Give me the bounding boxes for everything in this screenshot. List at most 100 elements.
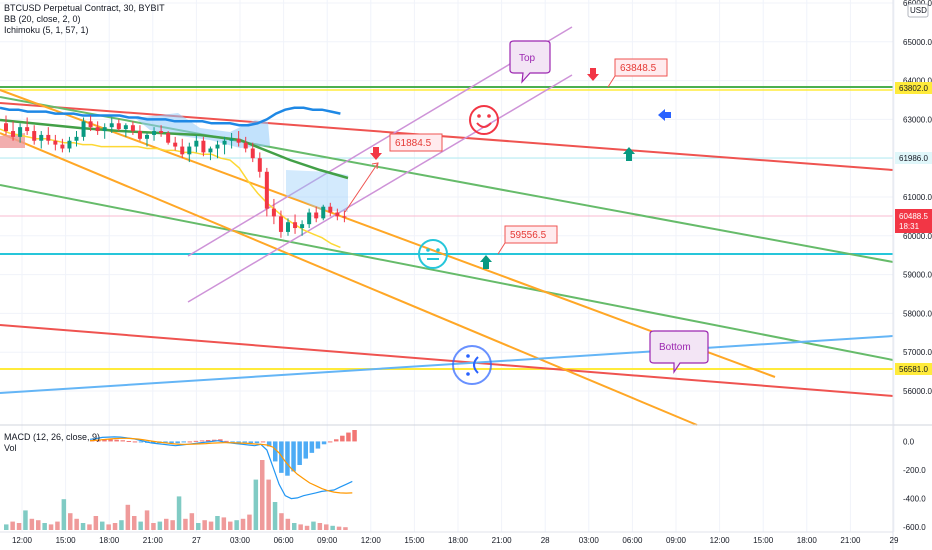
volume-bar <box>132 516 137 530</box>
price-tick: 64000.0 <box>903 77 932 86</box>
volume-bar <box>93 516 99 530</box>
time-tick: 12:00 <box>12 536 33 545</box>
candle-body <box>109 123 114 128</box>
time-tick: 18:00 <box>99 536 120 545</box>
time-axis-ticks[interactable]: 12:00 15:00 18:00 21:00 27 03:00 06:00 09:00 12:… <box>12 536 899 545</box>
price-tick: 58000.0 <box>903 309 932 318</box>
neutral-face-icon[interactable] <box>418 239 448 269</box>
volume-bar <box>215 516 220 530</box>
price-note-59556[interactable]: 59556.5 <box>497 225 558 255</box>
volume-bar <box>240 518 246 530</box>
price-label-63802[interactable]: 63802.0 <box>895 82 932 94</box>
time-tick: 09:00 <box>317 536 338 545</box>
legend-macd[interactable]: MACD (12, 26, close, 9) <box>4 432 101 442</box>
price-tick: 57000.0 <box>903 348 932 357</box>
legend-title[interactable]: BTCUSD Perpetual Contract, 30, BYBIT <box>4 3 165 13</box>
arrow-up-icon[interactable] <box>623 147 635 161</box>
ichimoku-base-line <box>0 118 349 180</box>
macd-histogram-bar <box>199 440 205 442</box>
currency-badge[interactable] <box>907 3 929 18</box>
time-tick: 27 <box>192 536 201 545</box>
volume-bar <box>36 520 41 530</box>
trend-line-orange-upper[interactable] <box>0 89 776 378</box>
arrow-down-icon[interactable] <box>587 68 599 81</box>
volume-bar <box>23 510 28 530</box>
sad-face-icon[interactable] <box>452 345 492 385</box>
volume-bar <box>234 520 239 530</box>
price-note-63848[interactable]: 63848.5 <box>607 58 668 88</box>
price-note-63848-text: 63848.5 <box>620 63 657 74</box>
volume-bar <box>74 518 79 530</box>
macd-histogram-bar <box>187 441 193 443</box>
volume-bar <box>138 521 143 530</box>
trend-line-red-lower[interactable] <box>0 324 894 397</box>
smile-face-icon[interactable] <box>469 105 499 135</box>
candle-body <box>25 127 30 132</box>
volume-bar <box>221 517 227 530</box>
volume-bar <box>330 525 335 530</box>
channel-line-violet-upper[interactable] <box>187 26 573 257</box>
price-tick: 56000.0 <box>903 387 932 396</box>
candle-body <box>335 212 340 217</box>
time-tick: 18:00 <box>448 536 469 545</box>
volume-bars <box>4 460 348 530</box>
price-label-56581-text: 56581.0 <box>899 365 928 374</box>
price-axis-ticks[interactable]: 66000.065000.064000.063000.062000.061000… <box>903 0 932 396</box>
price-label-61986[interactable]: 61986.0 <box>895 152 932 164</box>
candle-body <box>215 144 220 149</box>
channel-line-violet-lower[interactable] <box>187 74 573 303</box>
candle-body <box>18 127 23 137</box>
legend-ichimoku[interactable]: Ichimoku (5, 1, 57, 1) <box>4 25 89 35</box>
volume-bar <box>189 513 195 530</box>
macd-axis-ticks[interactable]: 0.0 -200.0 -400.0 -600.0 <box>903 437 926 532</box>
volume-bar <box>279 513 284 530</box>
candle-body <box>159 131 164 133</box>
callout-bottom[interactable]: Bottom <box>649 330 709 374</box>
volume-bar <box>317 523 323 530</box>
candle-body <box>201 140 206 153</box>
time-tick: 12:00 <box>710 536 731 545</box>
macd-histogram-bar <box>151 441 156 444</box>
volume-bar <box>272 502 278 530</box>
current-price-label[interactable]: 60488.5 18:31 <box>895 209 932 233</box>
trend-line-red-upper[interactable] <box>0 102 894 171</box>
currency-label: USD <box>910 6 927 15</box>
candle-body <box>145 134 149 139</box>
time-tick: 15:00 <box>404 536 425 545</box>
volume-bar <box>112 523 118 530</box>
price-tick: 61000.0 <box>903 193 932 202</box>
macd-tick: -400.0 <box>903 495 926 504</box>
macd-histogram-bar <box>230 441 235 443</box>
volume-bar <box>336 526 342 530</box>
arrow-down-icon[interactable] <box>370 147 382 160</box>
macd-histogram-bar <box>175 441 180 444</box>
trend-line-green-upper[interactable] <box>0 96 894 263</box>
volume-bar <box>87 524 92 530</box>
price-label-56581[interactable]: 56581.0 <box>895 363 932 375</box>
volume-bar <box>48 524 54 530</box>
candle-body <box>187 146 192 155</box>
trend-line-green-lower[interactable] <box>0 184 894 361</box>
time-tick: 12:00 <box>361 536 382 545</box>
callout-top[interactable]: Top <box>509 40 551 84</box>
macd-histogram-bar <box>346 432 351 442</box>
legend-vol[interactable]: Vol <box>4 443 17 453</box>
macd-histogram-bar <box>340 435 345 442</box>
price-note-61884[interactable]: 61884.5 <box>389 133 443 152</box>
bb-upper-line <box>0 106 341 127</box>
time-tick: 03:00 <box>230 536 251 545</box>
arrow-left-icon[interactable] <box>658 109 671 121</box>
volume-bar <box>151 523 156 530</box>
arrow-up-icon[interactable] <box>480 255 492 269</box>
trend-line-blue[interactable] <box>0 335 894 394</box>
time-tick: 21:00 <box>492 536 513 545</box>
trend-line-orange-lower[interactable] <box>0 132 698 426</box>
projection-arrow[interactable] <box>344 162 379 213</box>
volume-bar <box>119 520 124 530</box>
candle-body <box>32 131 37 141</box>
candle-body <box>257 158 262 172</box>
legend-bb[interactable]: BB (20, close, 2, 0) <box>4 14 81 24</box>
candle-body <box>307 212 312 225</box>
candle-body <box>123 125 128 130</box>
